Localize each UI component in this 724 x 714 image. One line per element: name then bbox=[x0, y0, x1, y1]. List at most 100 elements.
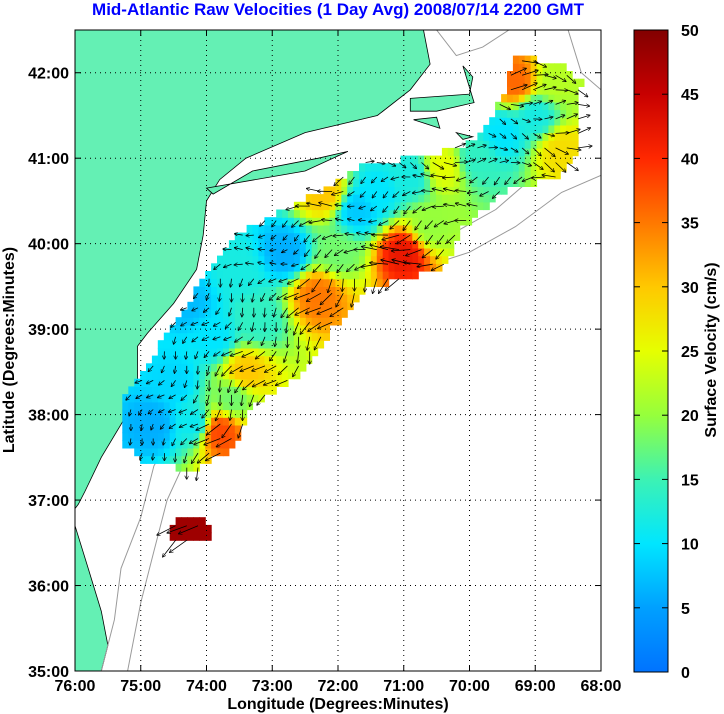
colorbar-tick-label: 40 bbox=[681, 151, 699, 168]
velocity-cell bbox=[376, 171, 384, 180]
velocity-cell bbox=[258, 240, 265, 249]
velocity-cell bbox=[376, 217, 384, 226]
velocity-cell bbox=[305, 355, 313, 364]
velocity-cell bbox=[128, 440, 135, 449]
velocity-cell bbox=[140, 417, 147, 426]
velocity-cell bbox=[317, 301, 325, 311]
velocity-cell bbox=[507, 86, 514, 95]
velocity-cell bbox=[418, 240, 425, 249]
velocity-cell bbox=[430, 255, 437, 264]
velocity-cell bbox=[258, 386, 265, 395]
velocity-cell bbox=[181, 347, 188, 357]
velocity-cell bbox=[187, 317, 194, 326]
velocity-arrow bbox=[319, 203, 333, 207]
velocity-cell bbox=[234, 271, 242, 280]
velocity-cell bbox=[169, 409, 177, 418]
velocity-cell bbox=[388, 263, 396, 272]
velocity-cell bbox=[436, 163, 443, 172]
velocity-cell bbox=[436, 232, 443, 241]
velocity-cell bbox=[495, 109, 502, 118]
velocity-cell bbox=[122, 401, 129, 411]
velocity-cell bbox=[441, 155, 449, 164]
velocity-cell bbox=[524, 163, 532, 172]
velocity-arrow bbox=[533, 60, 546, 67]
velocity-cell bbox=[453, 147, 461, 157]
velocity-arrow bbox=[423, 249, 433, 258]
velocity-cell bbox=[572, 109, 579, 118]
velocity-arrow bbox=[304, 234, 311, 242]
velocity-cell bbox=[501, 109, 508, 118]
velocity-cell bbox=[430, 217, 437, 226]
velocity-cell bbox=[305, 301, 313, 311]
velocity-cell bbox=[211, 355, 218, 364]
velocity-cell bbox=[234, 294, 242, 303]
velocity-cell bbox=[234, 432, 242, 441]
velocity-arrow bbox=[443, 162, 456, 166]
velocity-cell bbox=[359, 271, 366, 280]
velocity-cell bbox=[382, 209, 390, 218]
velocity-cell bbox=[323, 332, 330, 341]
velocity-cell bbox=[276, 355, 283, 364]
velocity-cell bbox=[293, 209, 301, 218]
velocity-cell bbox=[199, 447, 206, 457]
velocity-arrow bbox=[277, 292, 288, 299]
velocity-cell bbox=[376, 201, 384, 211]
velocity-arrow bbox=[393, 191, 400, 198]
velocity-cell bbox=[424, 209, 431, 218]
velocity-cell bbox=[258, 317, 265, 326]
velocity-cell bbox=[512, 171, 520, 180]
velocity-cell bbox=[199, 347, 206, 357]
velocity-cell bbox=[394, 255, 401, 264]
velocity-cell bbox=[169, 363, 177, 372]
velocity-cell bbox=[542, 86, 549, 95]
velocity-cell bbox=[264, 217, 271, 226]
velocity-cell bbox=[205, 524, 212, 534]
velocity-cell bbox=[199, 324, 206, 334]
coastline-shape bbox=[205, 151, 349, 195]
velocity-cell bbox=[554, 109, 561, 118]
velocity-arrow bbox=[259, 235, 266, 237]
velocity-cell bbox=[305, 309, 313, 318]
velocity-arrow bbox=[202, 321, 210, 325]
coastline-shape bbox=[455, 131, 475, 140]
velocity-arrow bbox=[328, 278, 333, 293]
velocity-cell bbox=[323, 263, 330, 272]
velocity-cell bbox=[424, 240, 431, 249]
velocity-cell bbox=[400, 255, 407, 264]
velocity-cell bbox=[382, 240, 390, 249]
velocity-cell bbox=[276, 309, 283, 318]
y-axis-label: Latitude (Degrees:Minutes) bbox=[1, 247, 18, 453]
velocity-cell bbox=[530, 178, 538, 187]
velocity-cell bbox=[222, 401, 230, 411]
velocity-cell bbox=[199, 317, 206, 326]
velocity-arrow bbox=[179, 525, 199, 534]
velocity-cell bbox=[276, 286, 283, 295]
velocity-cell bbox=[495, 155, 502, 164]
velocity-cell bbox=[560, 163, 567, 172]
velocity-cell bbox=[169, 447, 177, 457]
velocity-cell bbox=[554, 78, 561, 87]
velocity-cell bbox=[560, 117, 567, 126]
velocity-cell bbox=[288, 263, 295, 272]
velocity-cell bbox=[548, 147, 555, 157]
velocity-cell bbox=[151, 424, 159, 434]
velocity-cell bbox=[163, 455, 171, 464]
velocity-cell bbox=[187, 424, 194, 434]
velocity-cell bbox=[483, 140, 490, 149]
velocity-cell bbox=[217, 417, 224, 426]
velocity-cell bbox=[441, 194, 449, 203]
velocity-cell bbox=[495, 124, 502, 134]
velocity-cell bbox=[276, 378, 283, 387]
velocity-arrow bbox=[181, 394, 188, 400]
velocity-cell bbox=[441, 232, 449, 241]
velocity-cell bbox=[258, 324, 265, 334]
velocity-cell bbox=[524, 101, 532, 111]
velocity-cell bbox=[341, 255, 348, 264]
velocity-cell bbox=[205, 324, 212, 334]
velocity-cell bbox=[163, 340, 171, 349]
velocity-cell bbox=[222, 286, 230, 295]
velocity-cell bbox=[305, 232, 313, 241]
velocity-arrow bbox=[174, 336, 176, 344]
velocity-cell bbox=[376, 194, 384, 203]
velocity-cell bbox=[305, 278, 313, 287]
